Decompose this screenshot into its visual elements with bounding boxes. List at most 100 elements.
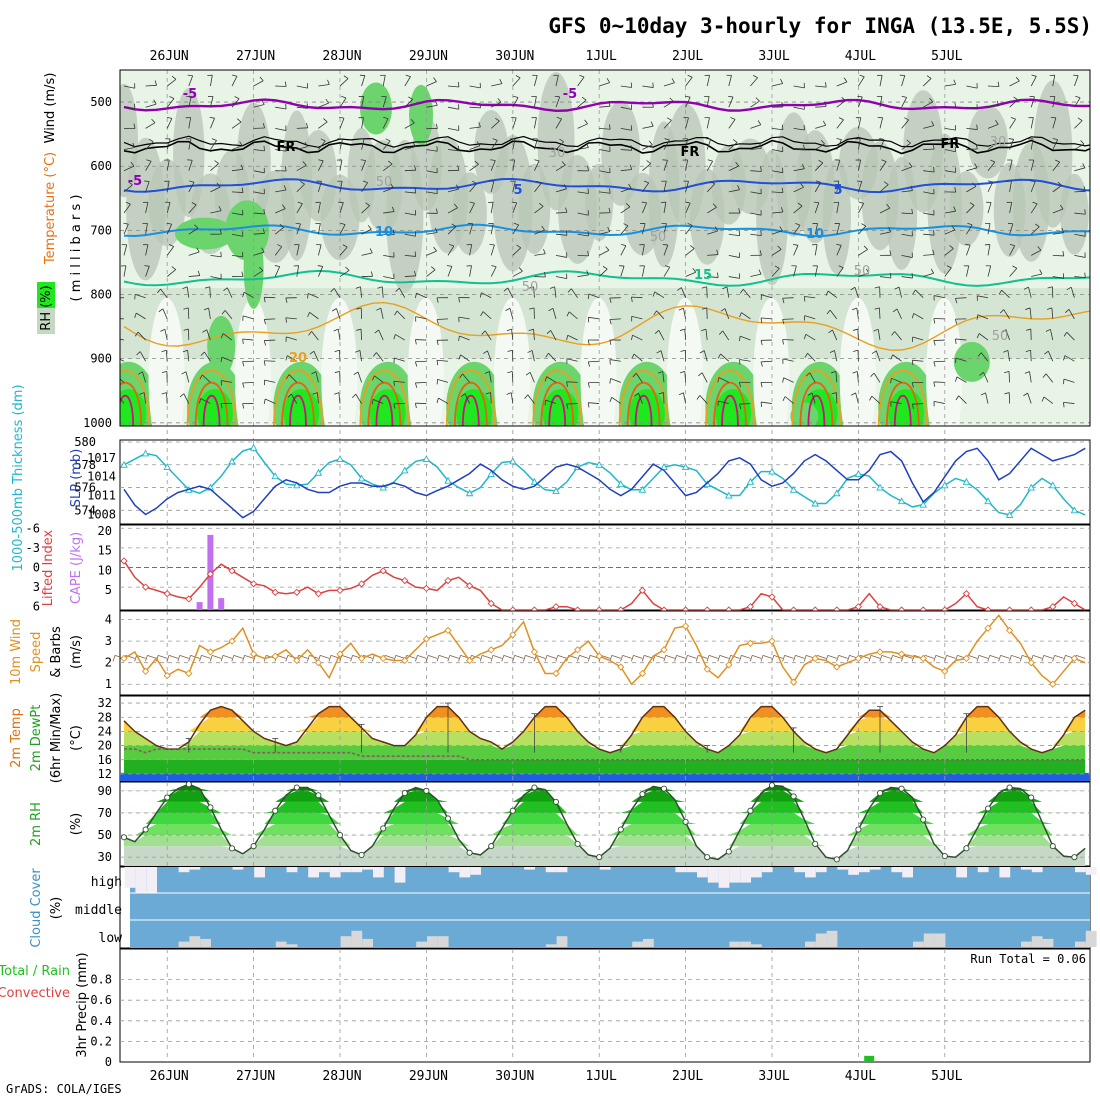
wind-barb-flag [259,76,264,82]
wind-barb [707,276,719,278]
wind-barb-flag [232,74,238,77]
wind-barb [210,140,217,150]
wind-barb [577,147,589,150]
wind-barb-flag [259,266,264,271]
wind-barb [836,267,844,277]
wind-barb [145,244,149,256]
wind-barb [333,288,341,298]
rh2m-tick: 90 [98,784,112,798]
wind-barb-flag [634,392,639,397]
wind-barb [933,339,945,341]
wind10-barb-flag [555,655,559,662]
wind-barb-flag [1065,309,1070,313]
wind-barb [490,202,494,214]
wind10-speed-line-marker [530,648,539,656]
wind10-barb-flag [620,655,623,662]
wind-barb [815,85,827,88]
wind-barb [469,106,481,109]
wind-barb [1005,329,1010,341]
wind-barb [339,138,343,150]
wind-barb [264,379,276,383]
wind-barb-flag [831,392,837,395]
wind-barb-flag [480,311,484,317]
wind-barb-flag [221,310,226,315]
wind-barb [685,181,689,192]
wind-barb [361,228,372,235]
temp-ylabel-3: (6hr Min/Max) [49,693,64,783]
wind-barb-flag [658,392,664,395]
wind-barb [782,358,794,362]
wind-barb [200,398,211,404]
isotherm-warm-tongue [273,369,323,426]
wind-barb [858,225,867,235]
wind-barb-flag [631,297,633,303]
wind-barb-flag [1063,355,1066,361]
wind-barb [339,224,346,235]
wind-barb-flag [1055,159,1060,163]
wind-barb-flag [1052,138,1058,141]
wind-barb-flag [631,335,633,341]
wind-barb [426,149,438,152]
isotherm-plus15 [123,269,1090,287]
rh-dry-column [926,297,963,426]
wind-barb-flag [393,381,395,387]
wind10-speed-line-marker [1005,626,1014,635]
wind-barb-flag [148,138,154,142]
wind-barb [555,188,567,193]
wind-barb-flag [631,353,635,359]
wind-barb [555,96,561,108]
wind-barb [933,295,945,299]
thickness-line-marker [638,485,647,493]
wind-barb [1052,139,1058,150]
wind-barb-flag [274,265,280,267]
wind-barb-flag [879,138,885,140]
wind10-barb [276,655,287,659]
wind-barb-flag [330,288,335,293]
bottom-date-axis: 26JUN 27JUN 28JUN 29JUN 30JUN 1JUL 2JUL 3JUL 4JU… [150,1069,963,1084]
wind-barb [165,350,168,362]
wind-barb-flag [372,375,375,381]
wind-barb-flag [219,229,222,235]
wind-barb [1028,286,1032,298]
isotherm-warm-tongue [626,382,661,426]
wind-barb [750,233,762,237]
wind-barb [275,149,287,152]
wind10-speed-line-marker [249,650,258,658]
wind10-speed-line-marker [573,646,582,654]
wind-barb-flag [826,309,831,315]
wind-barb-flag [497,98,502,103]
cloud-cover-bar [178,867,190,873]
isotherm-warm-tongue [281,382,315,426]
rh2m-band-fill [124,824,1086,836]
wind-barb-flag [436,360,439,366]
isotherm-warm-tongue [120,382,143,426]
wind-barb-flag [323,118,328,123]
wind-barb [728,233,740,237]
cloud-cover-bar [556,867,568,873]
wind-barb-flag [189,180,195,183]
wind10-speed-line-marker [357,654,366,663]
wind10-barb-flag [220,655,224,662]
lifted-index-line-marker [746,603,755,611]
wind-barb [685,97,691,108]
lifted-tick: 6 [33,600,40,614]
wind-barb [143,392,146,404]
wind10-speed-line-marker [1049,680,1057,688]
wind-barb-flag [609,297,612,304]
wind-barb-flag [345,266,350,271]
wind-barb [361,205,370,214]
wind-barb-flag [987,180,993,183]
wind-barb [123,85,135,89]
wind-barb-flag [782,377,785,383]
bottom-date-label: 28JUN [322,1069,361,1084]
wind-barb-flag [144,265,150,267]
wind10-speed-line-marker [271,652,279,660]
wind-barb-flag [412,142,416,147]
upper-ylabel-temp: Temperature (°C) [43,152,58,265]
rh-dry-column [494,297,531,426]
wind-barb [382,163,393,172]
wind-barb-flag [782,298,785,304]
wind-barb [793,245,799,256]
wind-barb [706,117,710,129]
wind-barb [1047,350,1054,362]
